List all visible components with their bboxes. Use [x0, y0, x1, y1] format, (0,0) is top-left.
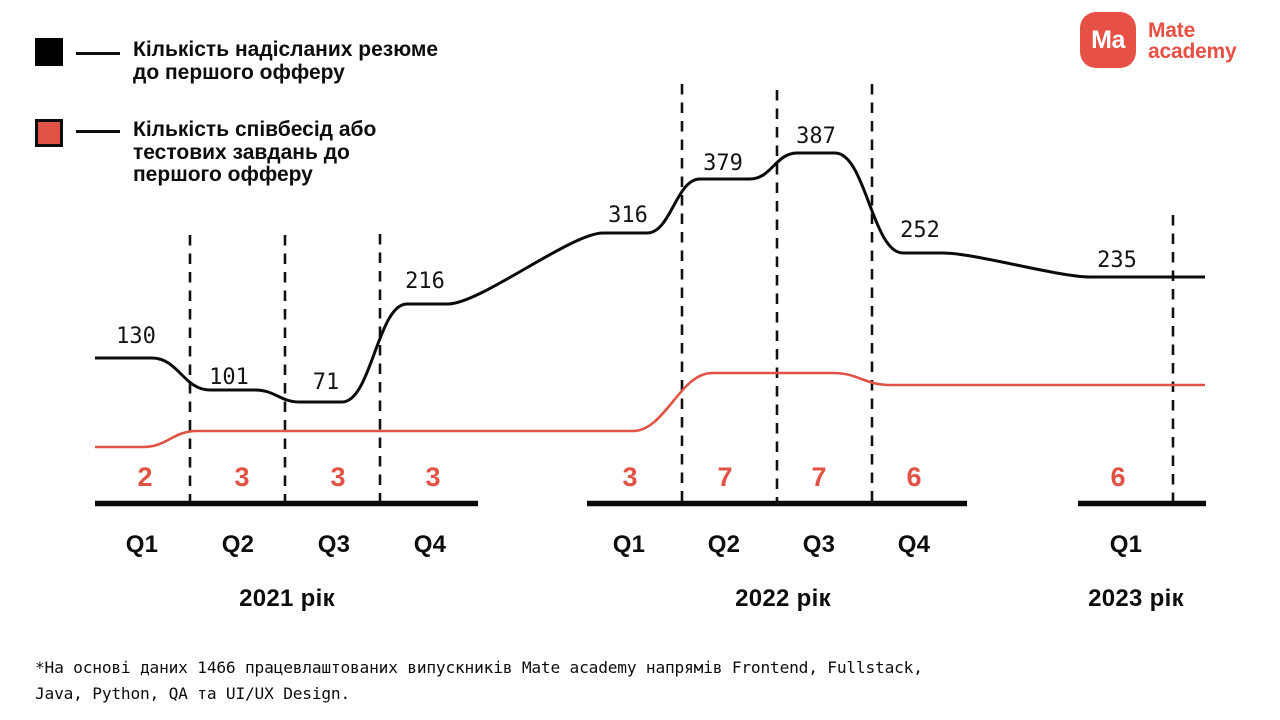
value-label-interviews-Q2-2021: 3 — [234, 462, 250, 492]
value-label-resumes-Q1-2021: 130 — [116, 324, 156, 349]
footnote-line1: *На основі даних 1466 працевлаштованих в… — [35, 658, 923, 677]
quarter-tick-label-1-3: Q4 — [897, 531, 931, 558]
footnote-line2: Java, Python, QA та UI/UX Design. — [35, 683, 351, 703]
value-label-interviews-Q1-2021: 2 — [137, 462, 153, 492]
quarter-tick-label-2-0: Q1 — [1109, 531, 1143, 558]
value-label-resumes-Q4-2021: 216 — [405, 269, 445, 294]
legend-label-resumes: Кількість надісланих резюме до першого о… — [133, 38, 439, 84]
quarter-tick-label-1-0: Q1 — [612, 531, 646, 558]
value-label-resumes-Q4-2022: 252 — [900, 218, 940, 243]
legend-label-interviews-line3: першого офферу — [133, 163, 313, 186]
quarter-tick-label-1-1: Q2 — [707, 531, 741, 558]
legend-swatch-resumes — [35, 38, 63, 66]
logo-name-line2: academy — [1148, 40, 1237, 63]
value-label-resumes-Q2-2022: 379 — [703, 151, 743, 176]
quarter-tick-label-0-1: Q2 — [221, 531, 255, 558]
year-group-label-2: 2023 рік — [1088, 585, 1184, 612]
value-label-resumes-Q1-2023: 235 — [1097, 248, 1137, 273]
mate-academy-logo-icon: Ma — [1080, 12, 1136, 68]
value-label-interviews-Q1-2023: 6 — [1110, 462, 1126, 492]
value-label-interviews-Q4-2021: 3 — [425, 462, 441, 492]
quarter-tick-label-0-2: Q3 — [317, 531, 351, 558]
series-line-interviews — [95, 371, 1205, 449]
value-label-resumes-Q1-2022: 316 — [608, 203, 648, 228]
value-label-interviews-Q1-2022: 3 — [622, 462, 638, 492]
logo-name-line1: Mate — [1148, 19, 1196, 42]
legend-label-resumes-line1: Кількість надісланих резюме — [133, 38, 439, 61]
value-label-interviews-Q3-2022: 7 — [811, 462, 827, 492]
year-group-label-1: 2022 рік — [735, 585, 831, 612]
footnote: *На основі даних 1466 працевлаштованих в… — [35, 655, 923, 706]
legend-label-resumes-line2: до першого офферу — [133, 60, 345, 84]
mate-academy-logo-text: Mate academy — [1148, 20, 1237, 62]
value-label-resumes-Q3-2022: 387 — [796, 124, 836, 149]
legend-line-sample-resumes — [76, 52, 120, 55]
legend-line-sample-interviews — [76, 130, 120, 133]
quarter-tick-label-0-3: Q4 — [413, 531, 447, 558]
value-label-interviews-Q3-2021: 3 — [330, 462, 346, 492]
quarter-tick-label-1-2: Q3 — [802, 531, 836, 558]
legend-label-interviews: Кількість співбесід або тестових завдань… — [133, 118, 377, 187]
legend-label-interviews-line1: Кількість співбесід або — [133, 118, 377, 141]
value-label-resumes-Q2-2021: 101 — [209, 365, 249, 390]
value-label-interviews-Q4-2022: 6 — [906, 462, 922, 492]
year-group-label-0: 2021 рік — [239, 585, 335, 612]
quarter-tick-label-0-0: Q1 — [125, 531, 159, 558]
legend-label-interviews-line2: тестових завдань до — [133, 140, 350, 164]
series-line-resumes — [95, 151, 1205, 404]
value-label-interviews-Q2-2022: 7 — [717, 462, 733, 492]
legend-swatch-interviews — [35, 119, 63, 147]
value-label-resumes-Q3-2021: 71 — [312, 370, 340, 395]
